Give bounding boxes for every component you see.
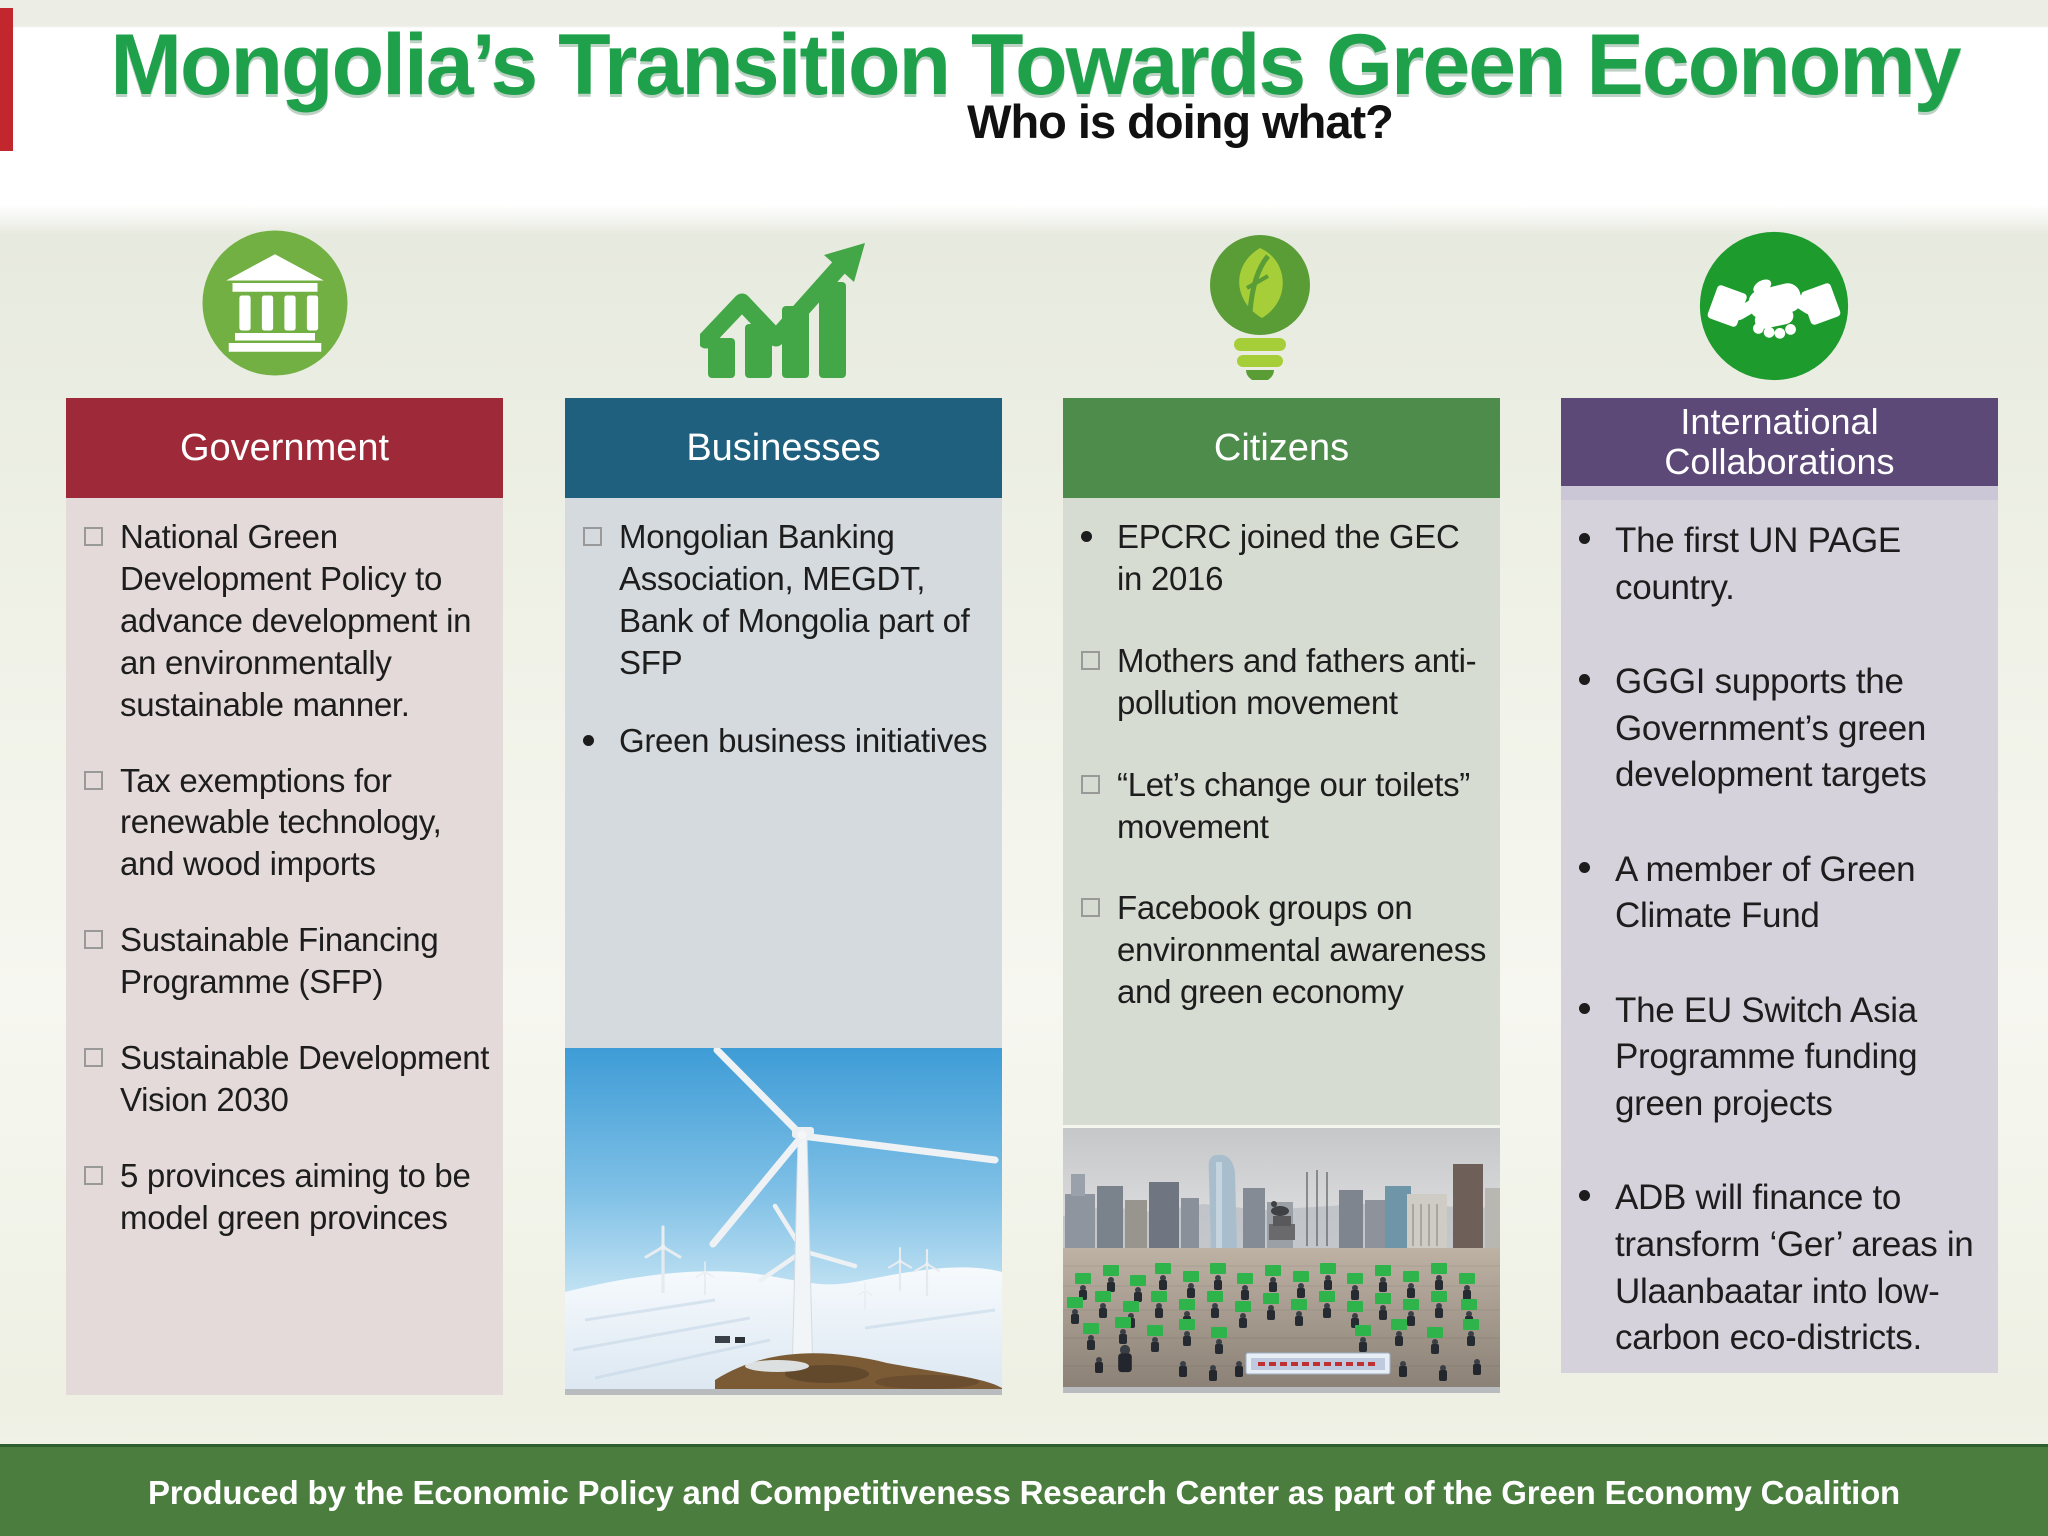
international-header: International Collaborations	[1561, 398, 1998, 486]
dot-bullet-icon	[1579, 861, 1590, 873]
item-text: The first UN PAGE country.	[1615, 521, 1901, 607]
government-title: Government	[179, 426, 390, 469]
square-bullet-icon	[1081, 774, 1100, 794]
citizens-header: Citizens	[1063, 398, 1500, 498]
square-bullet-icon	[84, 1048, 103, 1068]
dot-bullet-icon	[1579, 1190, 1590, 1202]
international-sub-band	[1561, 486, 1998, 500]
column-government: Government National Green Development Po…	[66, 398, 503, 1395]
list-item: Sustainable Development Vision 2030	[84, 1037, 491, 1121]
square-bullet-icon	[84, 1165, 103, 1185]
column-international-collaborations: International Collaborations The first U…	[1561, 398, 1998, 1373]
government-header: Government	[66, 398, 503, 498]
square-bullet-icon	[84, 930, 103, 950]
item-text: Green business initiatives	[619, 721, 988, 759]
wind-turbines-photo	[565, 1048, 1002, 1395]
list-item: National Green Development Policy to adv…	[84, 516, 491, 726]
list-item: 5 provinces aiming to be model green pro…	[84, 1155, 491, 1239]
list-item: Facebook groups on environmental awarene…	[1081, 887, 1488, 1013]
list-item: Green business initiatives	[583, 720, 990, 762]
list-item: A member of Green Climate Fund	[1579, 847, 1986, 940]
list-item: Tax exemptions for renewable technology,…	[84, 760, 491, 886]
handshake-icon	[1696, 228, 1852, 389]
eco-lightbulb-icon	[1200, 230, 1320, 385]
international-body: The first UN PAGE country. GGGI supports…	[1561, 500, 1998, 1373]
item-text: Mongolian Banking Association, MEGDT, Ba…	[619, 518, 970, 681]
column-businesses: Businesses Mongolian Banking Association…	[565, 398, 1002, 1395]
list-item: Mongolian Banking Association, MEGDT, Ba…	[583, 516, 990, 684]
square-bullet-icon	[84, 527, 103, 546]
page-subtitle: Who is doing what?	[967, 95, 1394, 148]
item-text: National Green Development Policy to adv…	[120, 518, 472, 723]
list-item: GGGI supports the Government’s green dev…	[1579, 659, 1986, 799]
item-text: ADB will finance to transform ‘Ger’ area…	[1615, 1178, 1974, 1358]
footer-credit: Produced by the Economic Policy and Comp…	[147, 1474, 1901, 1511]
international-title: International Collaborations	[1664, 400, 1895, 482]
list-item: ADB will finance to transform ‘Ger’ area…	[1579, 1175, 1986, 1361]
growth-chart-icon	[697, 240, 870, 385]
government-body: National Green Development Policy to adv…	[66, 498, 503, 1395]
dot-bullet-icon	[1579, 674, 1590, 686]
column-citizens: Citizens EPCRC joined the GEC in 2016 Mo…	[1063, 398, 1500, 1393]
list-item: EPCRC joined the GEC in 2016	[1081, 516, 1488, 600]
citizens-body: EPCRC joined the GEC in 2016 Mothers and…	[1063, 498, 1500, 1125]
item-text: EPCRC joined the GEC in 2016	[1117, 518, 1460, 597]
dot-bullet-icon	[583, 734, 594, 746]
red-accent-bar	[0, 8, 13, 151]
businesses-body: Mongolian Banking Association, MEGDT, Ba…	[565, 498, 1002, 1048]
dot-bullet-icon	[1579, 533, 1590, 544]
square-bullet-icon	[1081, 898, 1100, 918]
square-bullet-icon	[1081, 650, 1100, 670]
item-text: Sustainable Financing Programme (SFP)	[120, 921, 439, 1001]
item-text: Facebook groups on environmental awarene…	[1117, 889, 1487, 1011]
item-text: 5 provinces aiming to be model green pro…	[120, 1156, 471, 1236]
footer-bar: Produced by the Economic Policy and Comp…	[0, 1444, 2048, 1536]
dot-bullet-icon	[1579, 1002, 1590, 1014]
item-text: Sustainable Development Vision 2030	[120, 1039, 490, 1118]
list-item: Sustainable Financing Programme (SFP)	[84, 919, 491, 1003]
dot-bullet-icon	[1081, 531, 1092, 542]
list-item: The first UN PAGE country.	[1579, 518, 1986, 611]
citizens-title: Citizens	[1213, 426, 1350, 469]
item-text: The EU Switch Asia Programme funding gre…	[1615, 990, 1918, 1123]
list-item: “Let’s change our toilets” movement	[1081, 764, 1488, 848]
item-text: Mothers and fathers anti-pollution movem…	[1117, 641, 1477, 721]
item-text: GGGI supports the Government’s green dev…	[1615, 662, 1927, 795]
square-bullet-icon	[583, 527, 602, 546]
item-text: A member of Green Climate Fund	[1615, 849, 1916, 936]
citizens-rally-photo	[1063, 1128, 1500, 1393]
square-bullet-icon	[84, 770, 103, 790]
businesses-title: Businesses	[686, 426, 881, 469]
businesses-header: Businesses	[565, 398, 1002, 498]
list-item: The EU Switch Asia Programme funding gre…	[1579, 988, 1986, 1128]
page-title: Mongolia’s Transition Towards Green Econ…	[110, 17, 1961, 113]
item-text: “Let’s change our toilets” movement	[1117, 765, 1470, 845]
government-building-icon	[200, 228, 350, 383]
list-item: Mothers and fathers anti-pollution movem…	[1081, 640, 1488, 724]
item-text: Tax exemptions for renewable technology,…	[120, 761, 442, 883]
